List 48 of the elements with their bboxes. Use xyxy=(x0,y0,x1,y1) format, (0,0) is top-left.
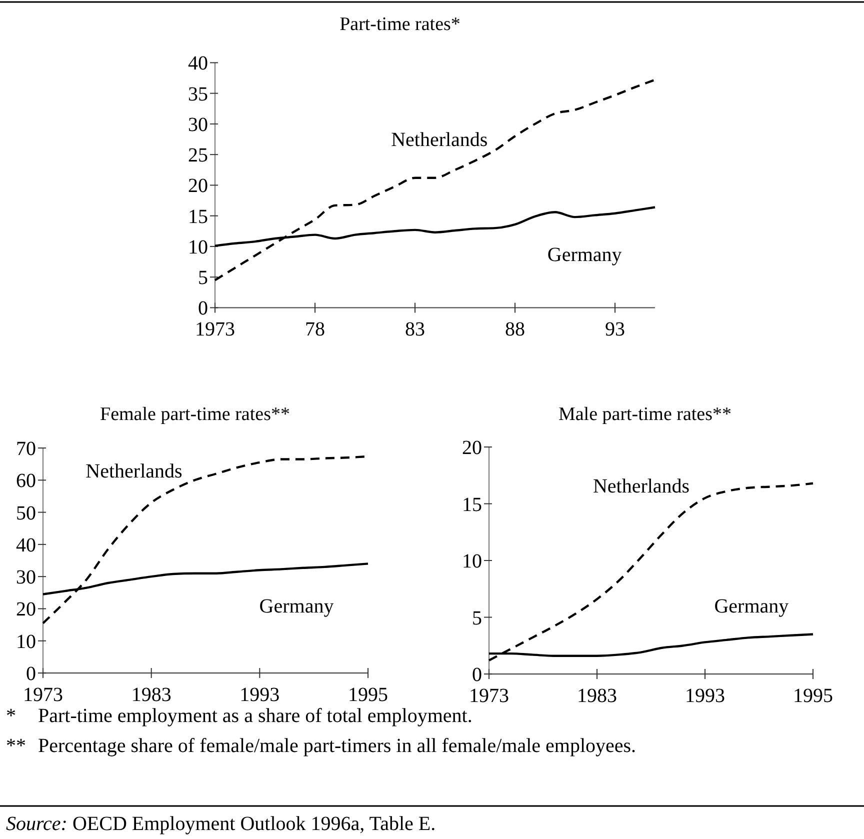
chart-title: Female part-time rates** xyxy=(100,404,290,425)
y-tick-label: 25 xyxy=(188,144,208,167)
y-tick-label: 60 xyxy=(16,470,36,492)
y-tick-label: 30 xyxy=(188,114,208,136)
chart-title: Part-time rates* xyxy=(340,14,460,35)
x-tick-label: 1983 xyxy=(577,685,617,707)
x-tick-label: 1995 xyxy=(793,685,833,707)
x-tick-label: 93 xyxy=(605,318,625,341)
series-label: Germany xyxy=(259,595,334,618)
y-tick-label: 50 xyxy=(16,502,36,524)
y-tick-label: 20 xyxy=(16,598,36,621)
x-tick-label: 78 xyxy=(305,318,325,341)
x-tick-label: 1993 xyxy=(240,684,280,706)
x-tick-label: 1973 xyxy=(469,685,509,707)
y-tick-label: 10 xyxy=(16,630,36,653)
y-tick-label: 20 xyxy=(188,175,208,198)
series-label: Netherlands xyxy=(391,129,488,151)
y-tick-label: 5 xyxy=(472,607,482,630)
y-tick-label: 10 xyxy=(188,236,208,258)
text: * Part-time employment as a share of total employment. xyxy=(6,705,472,727)
y-tick-label: 5 xyxy=(198,267,208,290)
chart-title: Male part-time rates** xyxy=(558,404,732,425)
y-tick-label: 10 xyxy=(462,550,482,572)
x-tick-label: 1995 xyxy=(348,684,388,706)
text: ** Percentage share of female/male part-timers in all female/male employees. xyxy=(6,735,636,757)
x-tick-label: 88 xyxy=(505,318,525,341)
x-tick-label: 1983 xyxy=(131,684,172,706)
series-label: Netherlands xyxy=(592,475,690,498)
x-tick-label: 1993 xyxy=(685,685,725,707)
y-tick-label: 35 xyxy=(188,83,208,106)
y-tick-label: 40 xyxy=(188,52,208,75)
y-tick-label: 30 xyxy=(16,566,36,589)
y-tick-label: 0 xyxy=(198,298,208,320)
y-tick-label: 15 xyxy=(188,206,208,228)
y-tick-label: 20 xyxy=(462,437,482,459)
x-tick-label: 1973 xyxy=(23,684,63,706)
source-note: Source: OECD Employment Outlook 1996a, Table E. xyxy=(6,813,436,835)
y-tick-label: 15 xyxy=(462,494,482,516)
x-tick-label: 1973 xyxy=(195,318,235,341)
series-label: Netherlands xyxy=(86,460,183,482)
series-label: Germany xyxy=(714,596,789,618)
y-tick-label: 0 xyxy=(26,663,36,685)
series-label: Germany xyxy=(547,244,622,266)
y-tick-label: 0 xyxy=(472,664,482,686)
y-tick-label: 70 xyxy=(16,438,36,460)
line-series xyxy=(214,78,656,282)
x-tick-label: 83 xyxy=(405,318,425,341)
y-tick-label: 40 xyxy=(16,534,36,556)
